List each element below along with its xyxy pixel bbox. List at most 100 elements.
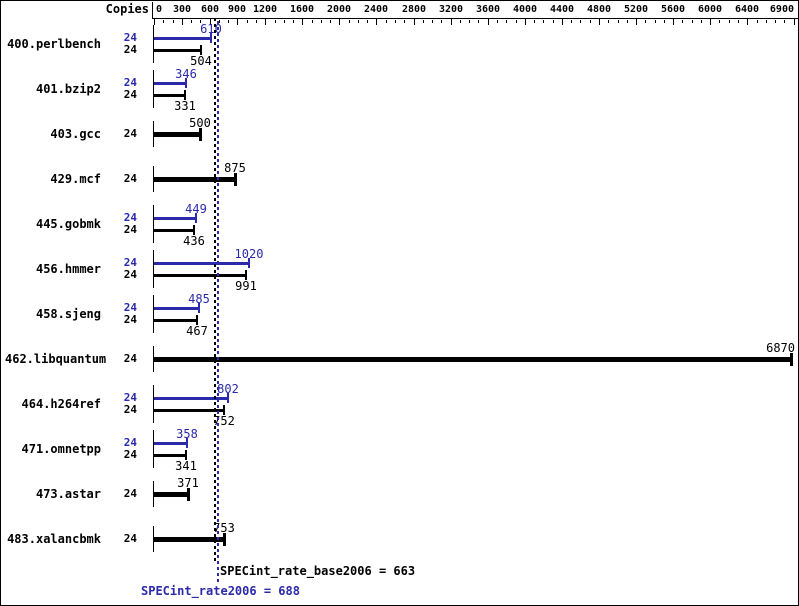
group-baseline: [153, 121, 154, 147]
axis-major-tick: [376, 18, 377, 25]
axis-minor-tick: [228, 20, 229, 23]
copies-value-base: 24: [123, 127, 137, 140]
peak-bar: [154, 442, 187, 445]
base-value-label: 991: [235, 279, 257, 293]
group-baseline: [153, 205, 154, 243]
peak-value-label: 346: [175, 67, 197, 81]
axis-minor-tick: [645, 20, 646, 23]
benchmark-label: 464.h264ref: [21, 397, 101, 411]
copies-value-peak: 24: [123, 76, 137, 89]
peak-summary-text: SPECint_rate2006 = 688: [141, 584, 300, 598]
peak-bar-end-cap: [210, 33, 212, 43]
axis-minor-tick: [775, 20, 776, 23]
copies-value-peak: 24: [123, 391, 137, 404]
base-bar-end-cap: [193, 225, 195, 235]
benchmark-label: 458.sjeng: [35, 307, 101, 321]
axis-tick-label: 2000: [326, 4, 352, 15]
base-bar-end-cap: [184, 90, 186, 100]
benchmark-label: 401.bzip2: [35, 82, 101, 96]
axis-tick-label: 4800: [586, 4, 612, 15]
peak-bar-end-cap: [198, 303, 200, 313]
base-value-label: 371: [177, 476, 199, 490]
axis-minor-tick: [516, 20, 517, 23]
axis-minor-tick: [247, 20, 248, 23]
axis-major-tick: [747, 18, 748, 25]
base-bar: [154, 409, 224, 412]
axis-minor-tick: [627, 20, 628, 23]
benchmark-label: 456.hmmer: [35, 262, 101, 276]
axis-minor-tick: [460, 20, 461, 23]
base-value-label: 6870: [766, 341, 795, 355]
axis-major-tick: [673, 18, 674, 25]
group-baseline: [153, 25, 154, 63]
axis-minor-tick: [275, 20, 276, 23]
axis-tick-label: 4000: [512, 4, 538, 15]
axis-minor-tick: [692, 20, 693, 23]
axis-minor-tick: [330, 20, 331, 23]
peak-bar-end-cap: [248, 258, 250, 268]
base-value-label: 504: [190, 54, 212, 68]
axis-minor-tick: [386, 20, 387, 23]
group-baseline: [153, 250, 154, 288]
base-value-label: 436: [183, 234, 205, 248]
peak-value-label: 1020: [234, 247, 264, 261]
axis-minor-tick: [358, 20, 359, 23]
copies-value-peak: 24: [123, 211, 137, 224]
group-baseline: [153, 166, 154, 192]
axis-minor-tick: [200, 20, 201, 23]
axis-minor-tick: [284, 20, 285, 23]
axis-minor-tick: [293, 20, 294, 23]
base-bar: [154, 454, 186, 457]
peak-bar: [154, 217, 196, 220]
copies-value-base: 24: [123, 313, 137, 326]
benchmark-label: 462.libquantum: [5, 352, 107, 366]
axis-minor-tick: [534, 20, 535, 23]
base-value-label: 753: [213, 521, 235, 535]
axis-minor-tick: [349, 20, 350, 23]
axis-tick-label: 6900: [769, 4, 794, 15]
peak-value-label: 358: [176, 427, 198, 441]
axis-minor-tick: [571, 20, 572, 23]
axis-major-tick: [562, 18, 563, 25]
peak-bar: [154, 262, 249, 265]
benchmark-label: 403.gcc: [50, 127, 101, 141]
benchmark-label: 400.perlbench: [7, 37, 101, 51]
axis-minor-tick: [423, 20, 424, 23]
axis-major-tick: [182, 18, 183, 25]
base-bar-end-cap: [200, 45, 202, 55]
base-bar-end-cap: [245, 270, 247, 280]
peak-value-label: 610: [200, 22, 222, 36]
axis-major-tick: [525, 18, 526, 25]
base-bar-end-cap: [234, 173, 237, 186]
axis-minor-tick: [395, 20, 396, 23]
base-bar: [154, 319, 197, 322]
base-bar: [154, 132, 200, 137]
peak-bar-end-cap: [185, 78, 187, 88]
group-baseline: [153, 70, 154, 108]
axis-minor-tick: [701, 20, 702, 23]
axis-tick-label: 5600: [660, 4, 686, 15]
base-bar-end-cap: [223, 533, 226, 546]
peak-value-label: 485: [188, 292, 210, 306]
axis-minor-tick: [719, 20, 720, 23]
group-baseline: [153, 346, 154, 372]
base-bar: [154, 94, 185, 97]
axis-minor-tick: [608, 20, 609, 23]
axis-minor-tick: [618, 20, 619, 23]
axis-minor-tick: [312, 20, 313, 23]
base-value-label: 467: [186, 324, 208, 338]
axis-tick-label: 2400: [363, 4, 389, 15]
axis-minor-tick: [729, 20, 730, 23]
axis-minor-tick: [404, 20, 405, 23]
axis-minor-tick: [784, 20, 785, 23]
axis-tick-label: 0: [156, 4, 163, 15]
base-value-label: 500: [189, 116, 211, 130]
axis-minor-tick: [367, 20, 368, 23]
benchmark-label: 483.xalancbmk: [7, 532, 101, 546]
axis-minor-tick: [766, 20, 767, 23]
base-bar-end-cap: [790, 353, 793, 366]
axis-tick-label: 5200: [623, 4, 649, 15]
peak-value-label: 802: [217, 382, 239, 396]
benchmark-label: 445.gobmk: [35, 217, 101, 231]
